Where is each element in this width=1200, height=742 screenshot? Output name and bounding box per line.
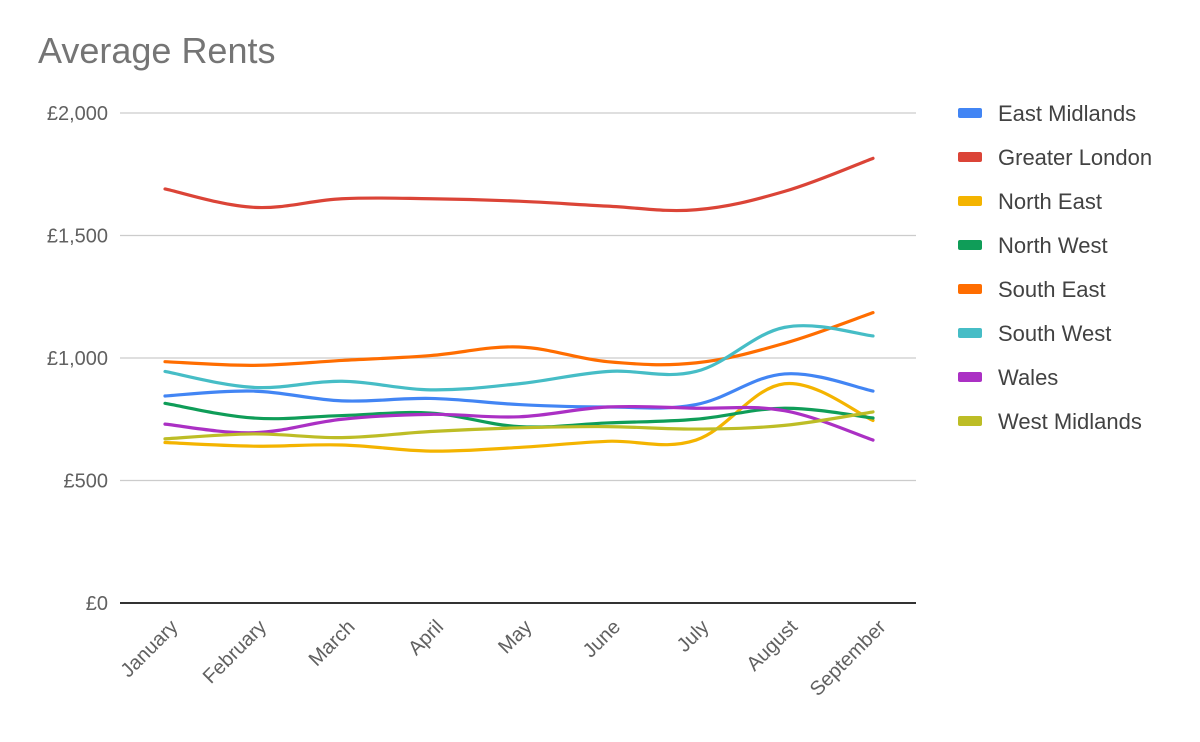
- x-tick-label: March: [305, 616, 360, 671]
- legend-label-north-west: North West: [998, 233, 1108, 258]
- x-tick-label: August: [742, 616, 802, 676]
- y-tick-label: £500: [64, 471, 109, 493]
- legend-swatch-south-east: [958, 284, 982, 294]
- legend-label-west-midlands: West Midlands: [998, 409, 1142, 434]
- series-line-north-east: [163, 382, 875, 453]
- legend: East Midlands Greater London North East Nor…: [958, 101, 1152, 434]
- x-tick-label: June: [579, 616, 625, 662]
- series-lines: [163, 156, 875, 453]
- y-axis-ticks: £0 £500 £1,000 £1,500 £2,000: [47, 103, 108, 615]
- legend-label-north-east: North East: [998, 189, 1102, 214]
- y-tick-label: £1,500: [47, 226, 108, 248]
- x-tick-label: September: [806, 616, 891, 701]
- legend-swatch-wales: [958, 372, 982, 382]
- legend-swatch-greater-london: [958, 152, 982, 162]
- x-tick-label: April: [404, 616, 448, 660]
- legend-label-wales: Wales: [998, 365, 1058, 390]
- legend-swatch-west-midlands: [958, 416, 982, 426]
- legend-label-south-east: South East: [998, 277, 1106, 302]
- chart-title: Average Rents: [38, 30, 276, 71]
- legend-label-east-midlands: East Midlands: [998, 101, 1136, 126]
- series-line-greater-london: [163, 156, 875, 213]
- y-tick-label: £1,000: [47, 348, 108, 370]
- y-tick-label: £0: [86, 593, 108, 615]
- x-tick-label: May: [494, 616, 536, 658]
- legend-label-south-west: South West: [998, 321, 1111, 346]
- series-line-wales: [163, 404, 875, 442]
- legend-swatch-north-east: [958, 196, 982, 206]
- legend-label-greater-london: Greater London: [998, 145, 1152, 170]
- legend-swatch-south-west: [958, 328, 982, 338]
- series-line-west-midlands: [163, 410, 875, 441]
- x-tick-label: February: [199, 616, 271, 688]
- series-line-south-east: [163, 311, 875, 367]
- gridlines: [120, 112, 916, 604]
- x-tick-label: January: [117, 616, 183, 682]
- series-line-east-midlands: [163, 372, 875, 410]
- legend-swatch-north-west: [958, 240, 982, 250]
- series-line-south-west: [163, 324, 875, 392]
- x-axis-ticks: January February March April May June July Augu…: [117, 616, 891, 701]
- y-tick-label: £2,000: [47, 103, 108, 125]
- x-tick-label: July: [673, 616, 714, 657]
- legend-swatch-east-midlands: [958, 108, 982, 118]
